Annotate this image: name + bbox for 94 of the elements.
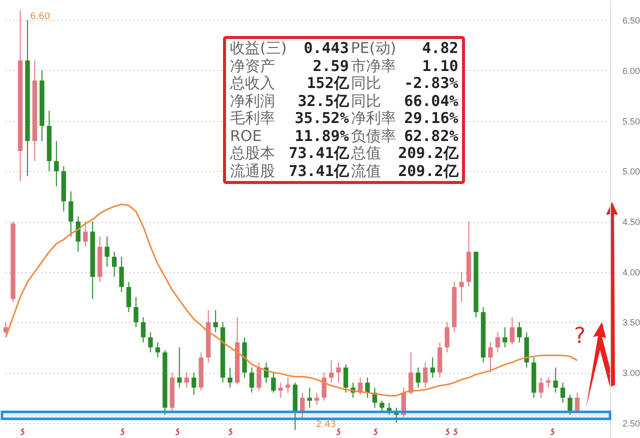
candlestick (538, 377, 544, 398)
annotation: 总股本 (230, 144, 276, 162)
candlestick (104, 236, 110, 268)
annotation: -2.83% (403, 74, 458, 92)
candlestick (459, 271, 464, 303)
candlestick (126, 281, 132, 313)
candlestick (112, 251, 117, 278)
candlestick (386, 402, 392, 416)
candlestick (286, 377, 290, 394)
candlestick (314, 392, 320, 406)
annotation: 66.04% (403, 92, 458, 110)
candlestick (423, 362, 428, 388)
candlestick (68, 190, 74, 238)
y-tick-label: 4.00 (622, 267, 640, 278)
candlestick (83, 221, 88, 248)
annotation: 0.443 (302, 39, 349, 58)
annotation: 2.59 (312, 56, 349, 75)
candlestick (365, 377, 370, 398)
candlestick (192, 372, 196, 396)
annotation: 209.2亿 (398, 162, 458, 180)
candlestick (560, 382, 566, 404)
candlestick (401, 387, 406, 418)
annotation: 总值 (350, 144, 382, 162)
candlestick (307, 387, 312, 408)
candlestick (228, 367, 232, 388)
candlestick (343, 364, 348, 394)
candlestick (380, 400, 384, 414)
candlestick (278, 382, 284, 398)
annotation: 市净率 (350, 56, 396, 75)
annotation: 209.2亿 (398, 144, 458, 162)
candlestick (140, 316, 146, 343)
annotation: ? (574, 324, 586, 349)
annotation: 净利率 (350, 109, 396, 128)
candlestick (155, 342, 160, 358)
y-tick-label: 5.50 (622, 116, 640, 126)
annotation: 同比 (350, 74, 382, 92)
candlestick (336, 362, 341, 384)
candlestick (3, 322, 8, 335)
y-tick-label: 2.50 (622, 418, 640, 428)
candlestick (213, 310, 218, 333)
candlestick (510, 316, 515, 345)
y-tick-label: 6.50 (622, 16, 640, 26)
annotation: 2.43 (316, 420, 336, 430)
y-tick-label: 5.00 (622, 166, 640, 177)
y-tick-label: 3.50 (622, 318, 640, 328)
annotation: PE(动) (350, 39, 396, 58)
annotation: 73.41亿 (288, 144, 349, 162)
candlestick (430, 356, 435, 378)
annotation: 收益(三) (230, 39, 287, 58)
candlestick (322, 372, 326, 402)
annotation: 总收入 (230, 74, 276, 92)
candlestick (546, 377, 551, 388)
y-tick-label: 4.50 (622, 217, 640, 228)
annotation: 6.60 (30, 12, 50, 22)
y-tick-label: 3.00 (622, 368, 640, 378)
candlestick (249, 367, 254, 394)
annotation: 32.5亿 (296, 92, 349, 110)
annotation: 62.82% (403, 126, 458, 145)
candlestick (574, 392, 580, 414)
annotation: 11.89% (294, 126, 349, 145)
candlestick (54, 140, 59, 187)
candlestick (184, 372, 189, 388)
candlestick (271, 372, 276, 394)
annotation: 1.10 (421, 56, 458, 75)
candlestick (553, 367, 558, 394)
candlestick (517, 322, 522, 343)
candlestick (256, 362, 262, 392)
candlestick (134, 296, 138, 328)
annotation: ROE (230, 126, 263, 145)
candlestick (394, 407, 399, 424)
candlestick (488, 342, 493, 374)
annotation: 29.16% (403, 109, 458, 128)
annotation: 负债率 (350, 126, 396, 145)
annotation: 流值 (350, 162, 382, 180)
annotation: 35.52% (294, 109, 349, 128)
annotation: 152亿 (306, 74, 349, 92)
candlestick (502, 326, 508, 348)
candlestick (300, 392, 305, 418)
candlestick (416, 367, 420, 388)
annotation: 流通股 (230, 162, 276, 180)
annotation: 4.82 (421, 39, 458, 58)
candlestick (119, 256, 124, 292)
y-tick-label: 6.00 (622, 66, 640, 76)
annotation: 净利润 (230, 92, 276, 110)
candlestick (568, 394, 572, 416)
candlestick (177, 346, 182, 388)
candlestick (328, 360, 334, 384)
candlestick (444, 322, 450, 353)
annotation: 73.41亿 (288, 162, 349, 180)
candlestick (148, 332, 153, 353)
annotation: 毛利率 (230, 109, 276, 128)
annotation: 同比 (350, 92, 381, 110)
annotation: 净资产 (230, 56, 276, 75)
candlestick (495, 332, 500, 353)
